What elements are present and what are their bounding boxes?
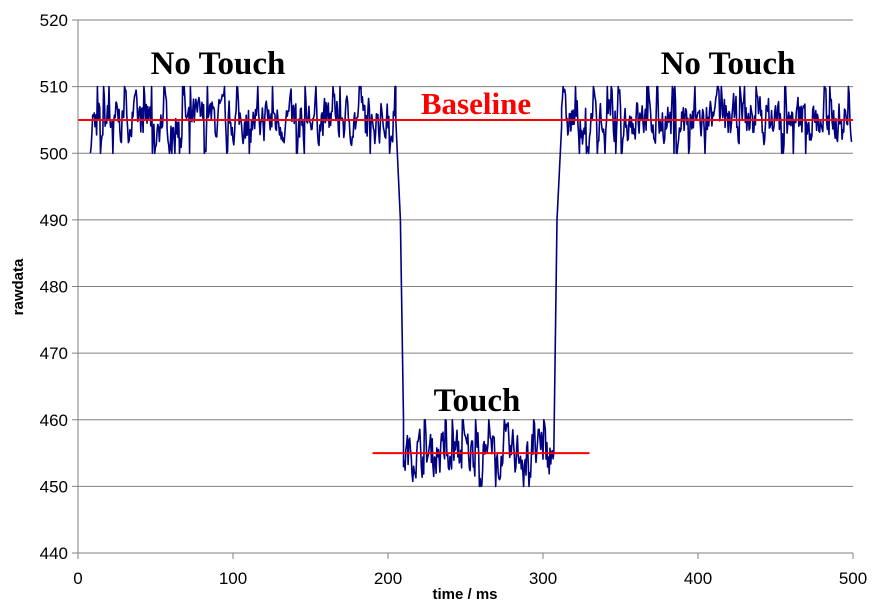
annotation-no-touch-right: No Touch bbox=[661, 46, 796, 82]
y-tick-label: 490 bbox=[40, 211, 68, 230]
x-tick-label: 500 bbox=[839, 569, 867, 588]
x-tick-label: 200 bbox=[374, 569, 402, 588]
series-group bbox=[89, 85, 853, 488]
y-tick-label: 520 bbox=[40, 11, 68, 30]
grid bbox=[78, 19, 853, 554]
annotation-no-touch-left: No Touch bbox=[151, 46, 286, 82]
y-tick-label: 470 bbox=[40, 344, 68, 363]
y-tick-label: 500 bbox=[40, 144, 68, 163]
y-tick-label: 510 bbox=[40, 78, 68, 97]
axes bbox=[72, 19, 854, 559]
annotation-touch: Touch bbox=[434, 383, 521, 419]
rawdata-series-line bbox=[89, 85, 853, 488]
y-axis-label: rawdata bbox=[10, 258, 27, 315]
y-tick-label: 480 bbox=[40, 278, 68, 297]
x-tick-label: 100 bbox=[219, 569, 247, 588]
y-tick-label: 450 bbox=[40, 477, 68, 496]
reference-lines bbox=[78, 118, 853, 455]
annotation-baseline: Baseline bbox=[421, 86, 531, 121]
y-tick-label: 460 bbox=[40, 411, 68, 430]
tick-labels: 440 450 460 470 480 490 500 510 520 0 100 200 300 400… bbox=[40, 11, 868, 588]
y-tick-label: 440 bbox=[40, 544, 68, 563]
x-tick-label: 400 bbox=[684, 569, 712, 588]
x-tick-label: 0 bbox=[73, 569, 82, 588]
x-axis-label: time / ms bbox=[432, 586, 497, 603]
x-tick-label: 300 bbox=[529, 569, 557, 588]
